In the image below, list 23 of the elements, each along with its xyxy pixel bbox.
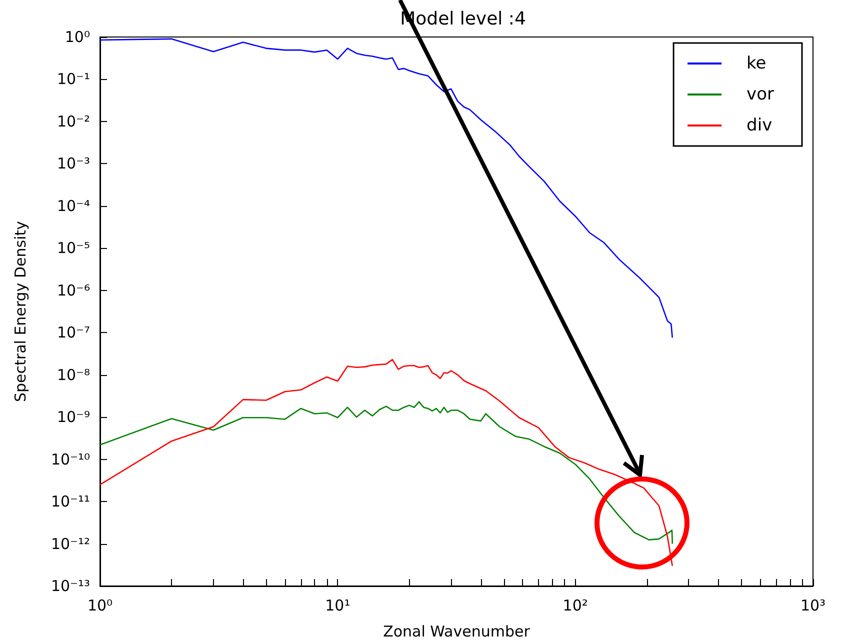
legend-label: div <box>746 116 772 136</box>
y-tick-label: 10⁻¹⁰ <box>50 450 90 468</box>
x-tick-label: 10² <box>562 596 588 614</box>
y-tick-label: 10⁻² <box>56 112 90 130</box>
y-tick-label: 10⁻⁶ <box>56 281 90 300</box>
y-tick-label: 10⁻¹ <box>56 70 90 88</box>
y-tick-label: 10⁻¹³ <box>50 577 90 595</box>
y-tick-label: 10⁻¹¹ <box>50 492 90 511</box>
y-tick-label: 10⁻⁹ <box>56 408 90 426</box>
y-tick-label: 10⁻⁴ <box>56 196 90 215</box>
legend-label: vor <box>746 84 774 104</box>
y-tick-label: 10⁻⁷ <box>56 324 90 342</box>
y-tick-label: 10⁻⁸ <box>56 366 90 384</box>
x-tick-label: 10¹ <box>325 596 350 614</box>
y-tick-label: 10⁻³ <box>56 154 90 173</box>
y-axis-title: Spectral Energy Density <box>12 220 30 402</box>
x-axis-title: Zonal Wavenumber <box>383 622 531 640</box>
x-tick-label: 10⁰ <box>87 596 113 614</box>
y-tick-label: 10⁻¹² <box>50 534 90 553</box>
y-tick-label: 10⁰ <box>64 28 90 46</box>
x-tick-label: 10³ <box>800 596 826 614</box>
y-tick-label: 10⁻⁵ <box>56 239 90 258</box>
legend-label: ke <box>746 54 766 74</box>
